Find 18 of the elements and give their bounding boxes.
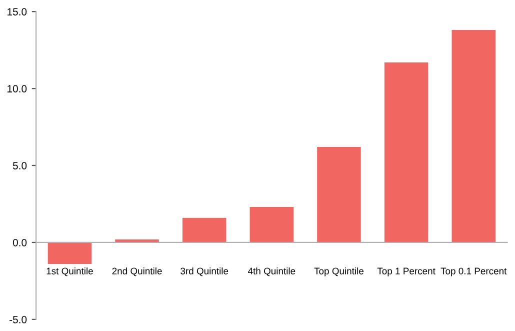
bar	[317, 147, 361, 242]
x-tick-label: 4th Quintile	[248, 267, 296, 276]
x-tick-label: 3rd Quintile	[180, 267, 228, 276]
y-tick-label: 0.0	[12, 238, 27, 246]
x-tick-label: 2nd Quintile	[112, 267, 162, 276]
x-tick-label: Top Quintile	[314, 267, 364, 276]
x-tick-label: 1st Quintile	[46, 267, 93, 276]
x-tick-label: Top 1 Percent	[377, 268, 436, 276]
bar	[250, 207, 294, 242]
y-tick-label: 10.0	[8, 85, 27, 92]
bar	[384, 62, 428, 242]
y-tick-label: 5.0	[12, 162, 27, 170]
y-tick-label: -5.0	[10, 316, 27, 324]
bar	[452, 30, 496, 242]
bar	[182, 218, 226, 242]
x-tick-label: Top 0.1 Percent	[440, 268, 507, 276]
bar	[48, 242, 92, 264]
y-tick-label: 15.0	[8, 8, 27, 16]
